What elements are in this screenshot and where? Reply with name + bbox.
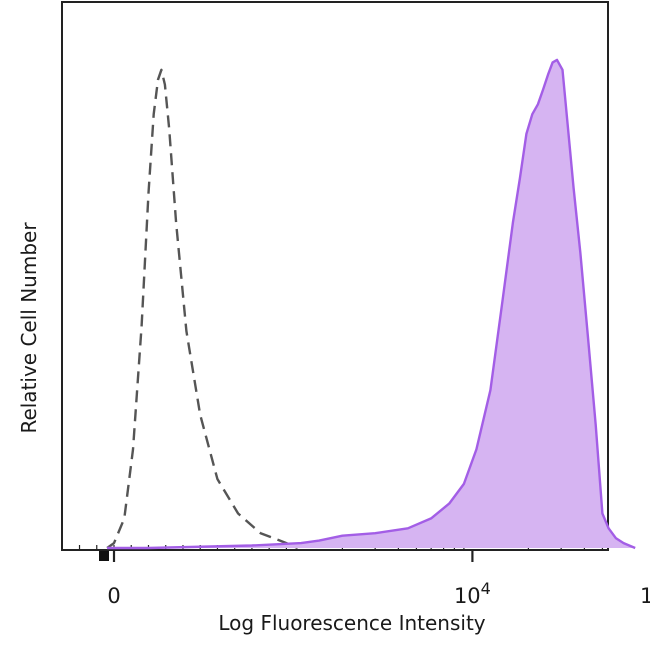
histogram-fill-stained <box>107 59 636 549</box>
x-axis-title: Log Fluorescence Intensity <box>218 611 485 635</box>
histogram-line-stained <box>107 58 636 550</box>
x-tick-label: 105 <box>640 579 650 608</box>
zero-marker <box>99 551 109 561</box>
histogram-line-isotype-control <box>106 68 299 550</box>
x-tick-label: 104 <box>454 579 491 608</box>
y-axis-title: Relative Cell Number <box>17 222 41 434</box>
major-ticks <box>99 550 474 562</box>
x-tick-labels: 0 104 105 <box>107 579 650 608</box>
series-layer <box>106 58 636 550</box>
x-tick-label: 0 <box>107 584 120 608</box>
